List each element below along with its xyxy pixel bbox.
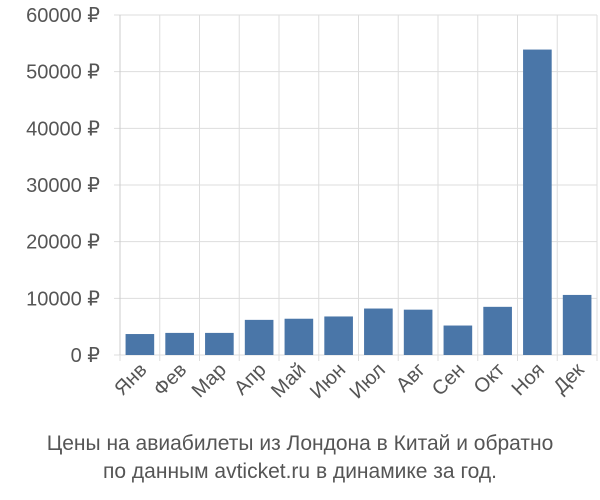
caption-line-1: Цены на авиабилеты из Лондона в Китай и … [46,432,554,455]
grid-lines [114,14,598,361]
y-tick-label: 10000 ₽ [26,288,100,310]
bar-6 [364,308,393,355]
x-tick-label: Мар [188,359,231,402]
bar-11 [562,294,592,355]
x-tick-label: Июл [346,359,390,403]
x-tick-label: Окт [470,359,509,398]
x-tick-label: Дек [549,359,588,398]
bars [125,49,592,356]
y-tick-labels: 0 ₽ 10000 ₽ 20000 ₽ 30000 ₽ 40000 ₽ 50000 ₽ 60… [26,5,100,367]
bar-5 [324,316,353,355]
y-tick-label: 40000 ₽ [26,118,100,140]
y-tick-label: 0 ₽ [71,345,101,367]
x-tick-label: Июн [306,359,350,403]
bar-chart: 0 ₽ 10000 ₽ 20000 ₽ 30000 ₽ 40000 ₽ 50000 ₽ 60… [26,5,598,403]
chart-caption: Цены на авиабилеты из Лондона в Китай и … [0,430,600,486]
bar-2 [205,332,234,355]
x-tick-label: Фев [149,359,191,401]
bar-8 [443,325,473,355]
x-tick-label: Авг [392,359,430,397]
bar-0 [125,334,155,355]
x-tick-label: Янв [110,359,151,400]
y-tick-label: 30000 ₽ [26,175,100,197]
caption-line-2: по данным avticket.ru в динамике за год. [103,460,497,483]
bar-7 [403,309,433,355]
bar-9 [483,306,512,355]
x-tick-label: Ноя [508,359,549,400]
bar-1 [165,332,194,355]
bar-4 [284,318,314,355]
y-tick-label: 60000 ₽ [26,5,100,27]
bar-10 [523,49,552,356]
x-tick-label: Май [267,359,310,402]
bar-3 [244,319,274,355]
x-tick-label: Апр [230,359,271,400]
y-tick-label: 50000 ₽ [26,62,100,84]
y-tick-label: 20000 ₽ [26,232,100,254]
x-tick-label: Сен [428,359,469,400]
